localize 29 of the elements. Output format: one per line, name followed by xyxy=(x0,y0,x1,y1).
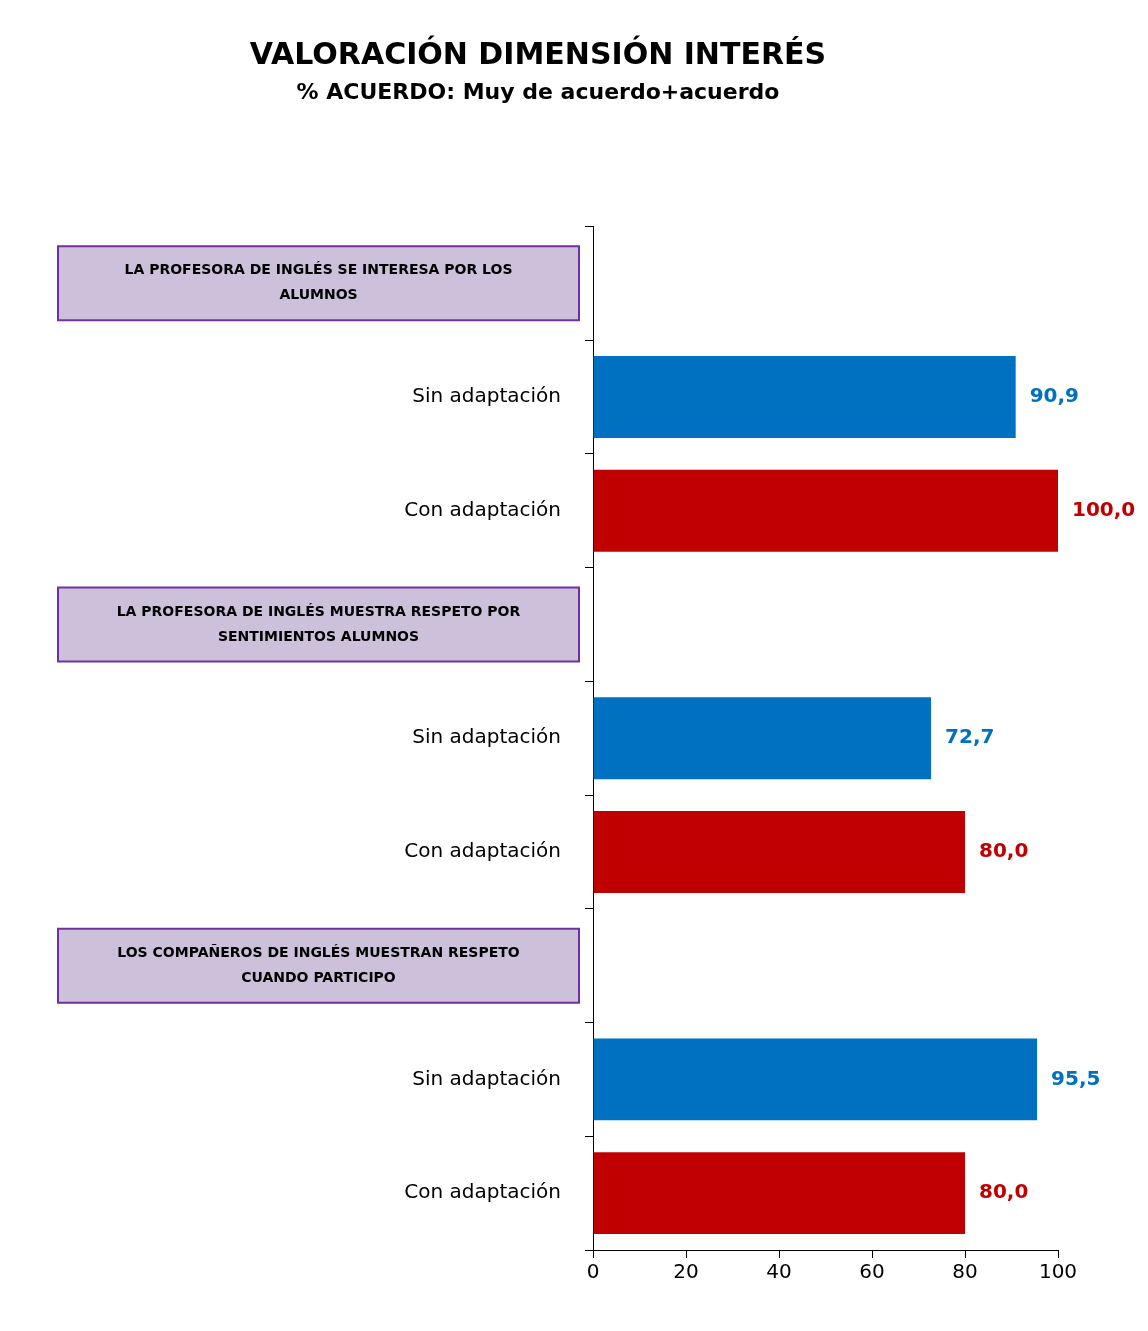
bar xyxy=(593,356,1016,438)
bar xyxy=(593,1038,1038,1121)
data-label: 80,0 xyxy=(979,1179,1029,1204)
y-tick-label: Sin adaptación xyxy=(412,1065,561,1090)
x-tick-label: 80 xyxy=(952,1259,978,1284)
bar xyxy=(593,697,932,780)
x-tick-label: 100 xyxy=(1038,1259,1078,1284)
text: LOS COMPAÑEROS DE INGLÉS MUESTRAN RESPETO CUANDO PARTICIPO xyxy=(117,943,520,985)
chart-title: VALORACIÓN DIMENSIÓN INTERÉS xyxy=(249,34,827,71)
y-tick-label: Con adaptación xyxy=(404,496,561,521)
x-tick-label: 60 xyxy=(859,1259,885,1284)
x-tick-label: 20 xyxy=(673,1259,699,1284)
text: LA PROFESORA DE INGLÉS SE INTERESA POR LOS ALUMNOS xyxy=(124,261,513,303)
data-label: 90,9 xyxy=(1029,383,1080,408)
x-tick-label: 0 xyxy=(586,1259,600,1284)
chart-subtitle: % ACUERDO: Muy de acuerdo+acuerdo xyxy=(296,78,780,104)
y-tick-label: Sin adaptación xyxy=(412,383,561,408)
data-label: 72,7 xyxy=(945,724,995,749)
y-tick-label: Con adaptación xyxy=(404,838,561,863)
bar xyxy=(593,1152,965,1235)
bar xyxy=(593,469,1058,552)
data-label: 100,0 xyxy=(1072,496,1136,521)
bar xyxy=(593,810,965,893)
y-tick-label: Con adaptación xyxy=(404,1179,561,1204)
data-label: 95,5 xyxy=(1051,1065,1101,1090)
y-tick-label: Sin adaptación xyxy=(412,724,561,749)
text: LA PROFESORA DE INGLÉS MUESTRA RESPETO POR SENTIMIENTOS ALUMNOS xyxy=(116,602,521,644)
x-tick-label: 40 xyxy=(766,1259,792,1284)
data-label: 80,0 xyxy=(979,838,1029,863)
